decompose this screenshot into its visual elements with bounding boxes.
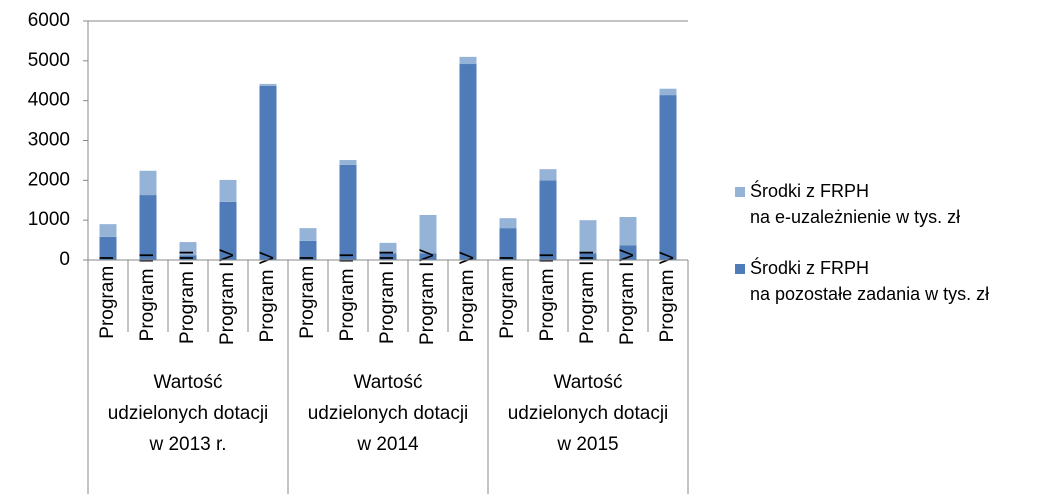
x-tick-label: Program IV (217, 249, 238, 345)
x-tick-label: Program V (257, 251, 278, 342)
bar-segment (219, 201, 237, 260)
bar-segment (299, 228, 317, 241)
bar-segment (619, 245, 637, 260)
x-tick-label: Program I (97, 255, 118, 338)
y-tick-label: 2000 (28, 169, 70, 190)
y-tick-label: 4000 (28, 90, 70, 111)
bar-segment (339, 164, 357, 260)
x-tick-label: Program II (137, 253, 158, 342)
y-tick-label: 6000 (28, 10, 70, 31)
bar-segment (579, 253, 597, 260)
bar-segment (499, 218, 517, 229)
bar-segment (139, 170, 157, 196)
bar-segment (659, 95, 677, 260)
x-tick-label: Program II (337, 253, 358, 342)
bar-segment (419, 253, 437, 260)
bar-segment (259, 83, 277, 86)
bar-segment (619, 216, 637, 246)
x-tick-label: Program I (297, 255, 318, 338)
x-tick-label: Program V (457, 251, 478, 342)
x-tick-label: Program III (577, 250, 598, 344)
y-tick-label: 0 (59, 249, 70, 270)
bar-segment (539, 180, 557, 260)
bar-segment (99, 224, 117, 237)
bar-segment (179, 255, 197, 260)
legend-label: Środki z FRPH na pozostałe zadania w tys… (750, 258, 990, 304)
x-tick-label: Program IV (617, 249, 638, 345)
x-tick-label: Program IV (417, 249, 438, 345)
bar-segment (579, 220, 597, 254)
bar-segment (459, 56, 477, 65)
group-label: Wartość udzielonych dotacji w 2015 (507, 372, 669, 455)
bar-segment (379, 242, 397, 254)
y-tick-label: 1000 (28, 209, 70, 230)
y-tick-label: 3000 (28, 130, 70, 151)
bar-segment (339, 160, 357, 165)
x-tick-label: Program II (537, 253, 558, 342)
bar-segment (139, 195, 157, 260)
bar-segment (379, 253, 397, 260)
y-tick-label: 5000 (28, 50, 70, 71)
x-tick-label: Program III (177, 250, 198, 344)
bar-segment (539, 169, 557, 181)
bar-segment (659, 88, 677, 96)
x-tick-label: Program III (377, 250, 398, 344)
bar-segment (459, 64, 477, 261)
legend-label: Środki z FRPH na e-uzależnienie w tys. z… (750, 181, 961, 227)
group-label: Wartość udzielonych dotacji w 2013 r. (107, 372, 269, 455)
bar-segment (499, 228, 517, 260)
bar-segment (179, 242, 197, 256)
bar-segment (259, 85, 277, 260)
bar-segment (299, 240, 317, 260)
x-tick-label: Program I (497, 255, 518, 338)
legend-swatch (735, 187, 745, 197)
bar-segment (99, 236, 117, 260)
legend-swatch (735, 264, 745, 274)
x-tick-label: Program V (657, 251, 678, 342)
bar-segment (419, 214, 437, 254)
bar-segment (219, 179, 237, 202)
group-label: Wartość udzielonych dotacji w 2014 (307, 372, 469, 455)
